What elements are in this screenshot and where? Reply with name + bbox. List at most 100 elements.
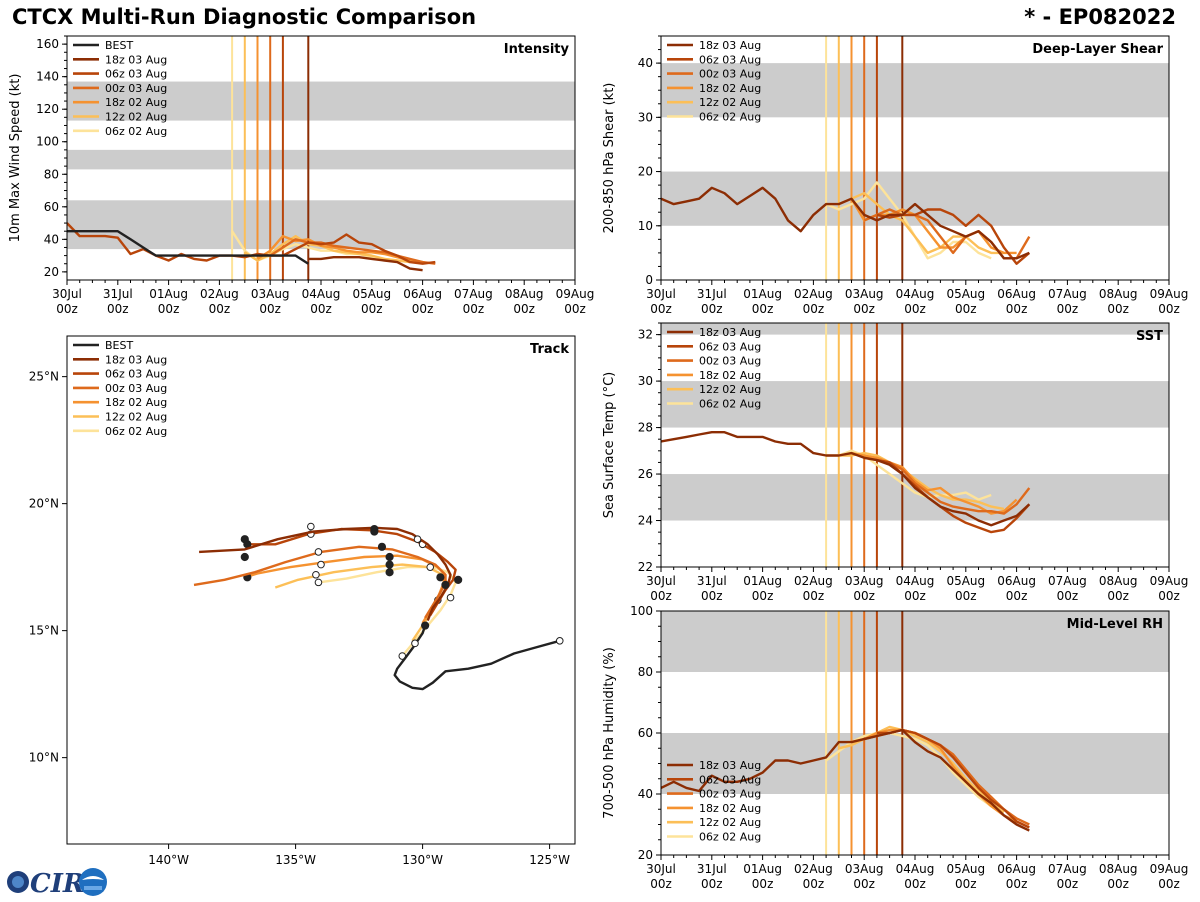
intensity-series-00z-03-Aug bbox=[269, 238, 436, 265]
intensity-xtick-label-hour: 00z bbox=[412, 302, 434, 316]
intensity-ytick-label: 140 bbox=[36, 70, 59, 84]
track-marker-filled-0 bbox=[385, 568, 394, 577]
sst-xtick-label-hour: 00z bbox=[1158, 589, 1180, 603]
logo-right-band bbox=[84, 886, 102, 890]
rh-legend-label: 12z 02 Aug bbox=[699, 816, 761, 829]
sst-series-18z-02-Aug bbox=[851, 451, 1018, 515]
sst-ytick-label: 22 bbox=[638, 560, 653, 574]
shear-legend-label: 18z 03 Aug bbox=[699, 39, 761, 52]
intensity-panel: 2040608010012014016030Jul00z31Jul00z01Au… bbox=[8, 35, 594, 316]
track-marker-filled-1 bbox=[377, 542, 387, 551]
intensity-legend-label: 12z 02 Aug bbox=[105, 111, 167, 124]
intensity-legend-label: 06z 03 Aug bbox=[105, 68, 167, 81]
sst-xtick-label-hour: 00z bbox=[650, 589, 672, 603]
sst-xtick-label: 05Aug bbox=[946, 574, 985, 588]
track-marker-open-1 bbox=[312, 570, 320, 579]
track-legend-label: 06z 02 Aug bbox=[105, 425, 167, 438]
intensity-series-18z-02-Aug bbox=[256, 234, 423, 264]
sst-xtick-label-hour: 00z bbox=[1006, 589, 1028, 603]
sst-xtick-label: 31Jul bbox=[697, 574, 727, 588]
intensity-xtick-label: 08Aug bbox=[505, 287, 544, 301]
rh-panel: 2040608010030Jul00z31Jul00z01Aug00z02Aug… bbox=[602, 604, 1188, 891]
shear-xtick-label: 04Aug bbox=[896, 287, 935, 301]
track-marker-filled-0 bbox=[436, 573, 445, 582]
intensity-band-2 bbox=[67, 81, 575, 121]
rh-xtick-label-hour: 00z bbox=[1006, 877, 1028, 891]
track-marker-filled-0 bbox=[454, 575, 463, 584]
intensity-xtick-label: 06Aug bbox=[403, 287, 442, 301]
track-marker-open-0 bbox=[446, 593, 455, 602]
sst-series-12z-02-Aug bbox=[838, 451, 1005, 511]
track-title: Track bbox=[530, 342, 569, 357]
intensity-band-0 bbox=[67, 200, 575, 250]
track-series-00z-03-Aug bbox=[193, 545, 447, 619]
rh-legend-label: 00z 03 Aug bbox=[699, 788, 761, 801]
sst-xtick-label: 03Aug bbox=[845, 574, 884, 588]
logo-left-globe-inner bbox=[12, 876, 24, 888]
shear-legend-label: 06z 03 Aug bbox=[699, 53, 761, 66]
track-marker-open-1 bbox=[317, 560, 325, 569]
rh-xtick-label: 01Aug bbox=[743, 862, 782, 876]
track-xtick-label: 130°W bbox=[402, 853, 443, 867]
rh-xtick-label: 03Aug bbox=[845, 862, 884, 876]
sst-xtick-label-hour: 00z bbox=[1107, 589, 1129, 603]
intensity-xtick-label: 30Jul bbox=[52, 287, 82, 301]
rh-xtick-label: 30Jul bbox=[646, 862, 676, 876]
shear-ytick-label: 10 bbox=[638, 219, 653, 233]
shear-xtick-label-hour: 00z bbox=[955, 302, 977, 316]
rh-ytick-label: 60 bbox=[638, 726, 653, 740]
shear-xtick-label-hour: 00z bbox=[1107, 302, 1129, 316]
rh-legend-label: 18z 03 Aug bbox=[699, 759, 761, 772]
shear-xtick-label-hour: 00z bbox=[1057, 302, 1079, 316]
rh-ytick-label: 40 bbox=[638, 787, 653, 801]
track-marker-open-0 bbox=[426, 563, 435, 571]
intensity-xtick-label-hour: 00z bbox=[564, 302, 586, 316]
rh-xtick-label-hour: 00z bbox=[904, 877, 926, 891]
track-marker-open-0 bbox=[555, 637, 564, 645]
intensity-title: Intensity bbox=[504, 42, 570, 57]
rh-legend-label: 18z 02 Aug bbox=[699, 802, 761, 815]
track-xtick-label: 135°W bbox=[275, 853, 316, 867]
shear-legend-label: 18z 02 Aug bbox=[699, 82, 761, 95]
rh-xtick-label-hour: 00z bbox=[955, 877, 977, 891]
track-marker-open-0 bbox=[413, 535, 422, 544]
sst-legend-label: 00z 03 Aug bbox=[699, 355, 761, 368]
rh-xtick-label: 04Aug bbox=[896, 862, 935, 876]
track-legend-label: 00z 03 Aug bbox=[105, 382, 167, 395]
cira-logo: CIRA bbox=[4, 866, 108, 902]
sst-title: SST bbox=[1136, 329, 1163, 344]
rh-title: Mid-Level RH bbox=[1067, 617, 1163, 632]
rh-xtick-label-hour: 00z bbox=[1158, 877, 1180, 891]
shear-xtick-label: 09Aug bbox=[1150, 287, 1189, 301]
track-marker-open-1 bbox=[314, 548, 323, 556]
shear-panel: 01020304030Jul00z31Jul00z01Aug00z02Aug00… bbox=[602, 35, 1189, 316]
track-ytick-label: 15°N bbox=[29, 624, 59, 638]
sst-xtick-label-hour: 00z bbox=[853, 589, 875, 603]
intensity-ytick-label: 20 bbox=[44, 265, 59, 279]
track-xtick-label: 140°W bbox=[148, 853, 189, 867]
rh-legend-label: 06z 02 Aug bbox=[699, 831, 761, 844]
track-marker-filled-0 bbox=[441, 580, 450, 590]
intensity-series-18z-03-Aug bbox=[308, 256, 423, 272]
track-ytick-label: 20°N bbox=[29, 497, 59, 511]
intensity-series-BEST bbox=[67, 229, 309, 265]
intensity-ytick-label: 80 bbox=[44, 167, 59, 181]
track-ytick-label: 10°N bbox=[29, 751, 59, 765]
sst-legend-label: 12z 02 Aug bbox=[699, 383, 761, 396]
track-marker-filled-0 bbox=[421, 621, 430, 630]
intensity-ytick-label: 100 bbox=[36, 135, 59, 149]
sst-xtick-label-hour: 00z bbox=[904, 589, 926, 603]
shear-xtick-label: 03Aug bbox=[845, 287, 884, 301]
shear-band-0 bbox=[661, 171, 1169, 226]
sst-xtick-label: 06Aug bbox=[997, 574, 1036, 588]
shear-ytick-label: 0 bbox=[645, 273, 653, 287]
track-marker-filled-2 bbox=[240, 535, 249, 544]
sst-series-06z-02-Aug bbox=[826, 449, 992, 501]
intensity-xtick-label-hour: 00z bbox=[513, 302, 535, 316]
sst-legend-label: 06z 02 Aug bbox=[699, 398, 761, 411]
sst-xtick-label-hour: 00z bbox=[1057, 589, 1079, 603]
shear-legend-label: 00z 03 Aug bbox=[699, 68, 761, 81]
rh-xtick-label: 07Aug bbox=[1048, 862, 1087, 876]
rh-legend-label: 06z 03 Aug bbox=[699, 773, 761, 786]
